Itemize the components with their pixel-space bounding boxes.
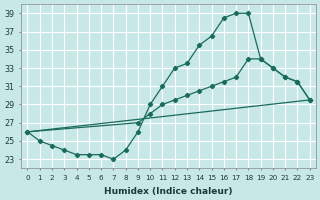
X-axis label: Humidex (Indice chaleur): Humidex (Indice chaleur) [104,187,233,196]
